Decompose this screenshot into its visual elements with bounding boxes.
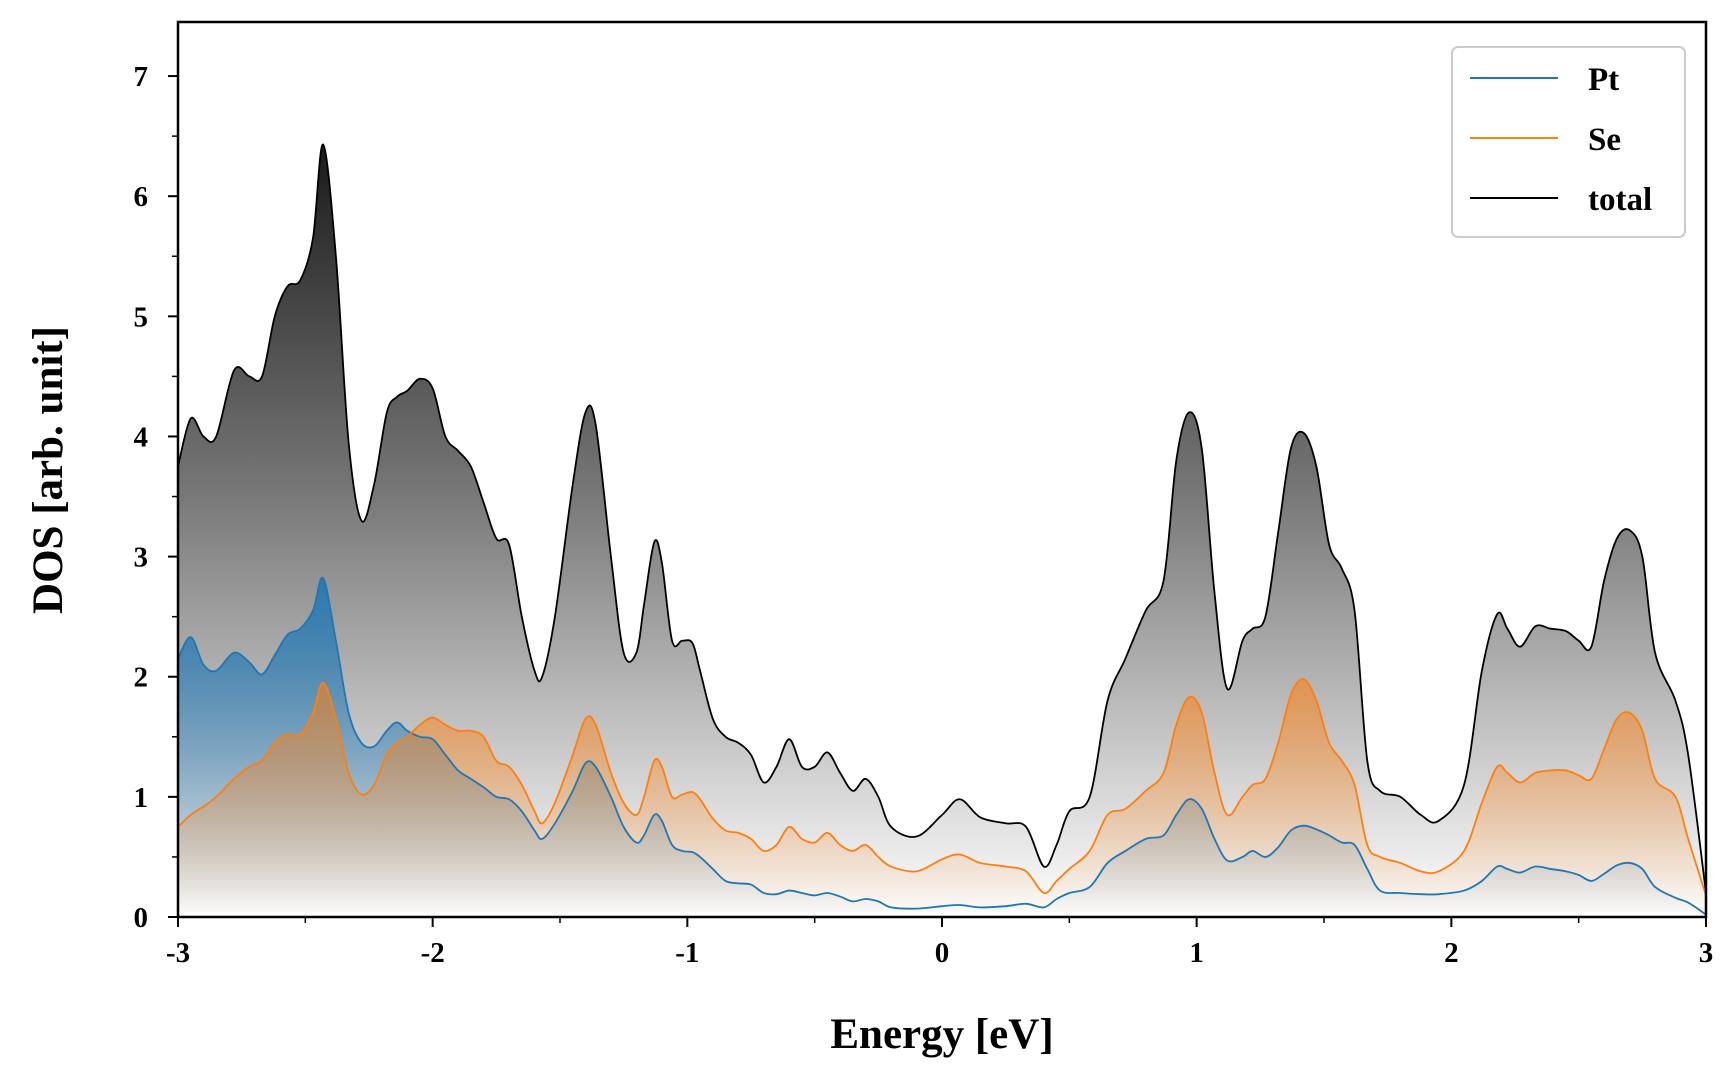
y-tick-label: 2 <box>134 662 149 694</box>
x-axis-label: Energy [eV] <box>830 1011 1053 1058</box>
y-tick-label: 0 <box>134 902 149 934</box>
fill-layer <box>178 144 1706 917</box>
y-tick-label: 7 <box>134 61 149 93</box>
x-tick-label: 1 <box>1189 937 1204 969</box>
x-tick-label: -2 <box>421 937 445 969</box>
x-tick-label: 2 <box>1444 937 1459 969</box>
legend-box <box>1451 46 1686 238</box>
y-tick-label: 1 <box>134 782 149 814</box>
x-tick-label: -1 <box>675 937 699 969</box>
legend-label-se: Se <box>1588 122 1621 158</box>
legend-label-total: total <box>1588 182 1652 218</box>
series-line-se <box>177 678 1707 896</box>
legend: Pt Se total <box>1451 46 1686 238</box>
x-axis-ticks: -3 -2 -1 0 1 2 3 <box>166 917 1713 969</box>
y-tick-label: 6 <box>134 181 149 213</box>
y-axis-label: DOS [arb. unit] <box>25 326 72 614</box>
y-tick-label: 5 <box>134 301 149 333</box>
series-line-pt <box>177 576 1707 916</box>
x-tick-label: 0 <box>935 937 950 969</box>
y-tick-label: 4 <box>134 421 149 453</box>
y-axis-ticks: 0 1 2 3 4 5 6 7 <box>134 61 178 934</box>
y-tick-label: 3 <box>134 542 149 574</box>
x-tick-label: 3 <box>1699 937 1714 969</box>
series-line-total <box>177 143 1707 894</box>
series-area-se <box>178 679 1706 917</box>
x-tick-label: -3 <box>166 937 190 969</box>
line-layer <box>177 143 1707 916</box>
legend-label-pt: Pt <box>1588 62 1619 98</box>
